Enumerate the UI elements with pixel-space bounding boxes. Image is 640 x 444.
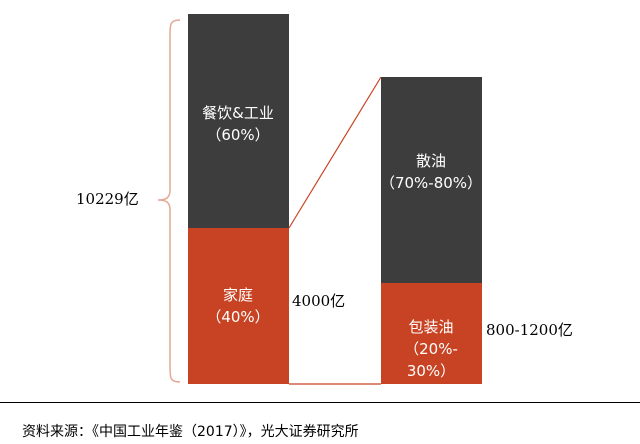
source-note: 资料来源：《中国工业年鉴（2017）》，光大证券研究所 — [22, 424, 359, 440]
share-catering-industry: （60%） — [206, 126, 269, 144]
bar2-segment-bulk-oil — [381, 77, 482, 283]
share-packaged-oil-line1: （20%- — [404, 340, 458, 358]
share-bulk-oil: （70%-80%） — [380, 174, 482, 192]
connector-line-top — [288, 76, 382, 229]
total-label-bar1: 10229亿 — [76, 190, 139, 208]
total-brace — [157, 19, 181, 383]
label-catering-industry: 餐饮&工业 — [202, 104, 274, 122]
label-packaged-oil: 包装油 — [408, 318, 453, 336]
bar1-segment-household — [188, 228, 289, 384]
label-bulk-oil: 散油 — [416, 152, 446, 170]
bar1-segment-catering-industry — [188, 14, 289, 228]
bar2-segment-packaged-oil — [381, 283, 482, 384]
label-household: 家庭 — [223, 286, 253, 304]
share-packaged-oil-line2: 30%） — [407, 362, 455, 380]
share-household: （40%） — [206, 308, 269, 326]
total-label-bar2: 4000亿 — [292, 292, 345, 310]
footer-divider — [0, 402, 640, 403]
value-label-packaged-oil: 800-1200亿 — [486, 321, 573, 339]
